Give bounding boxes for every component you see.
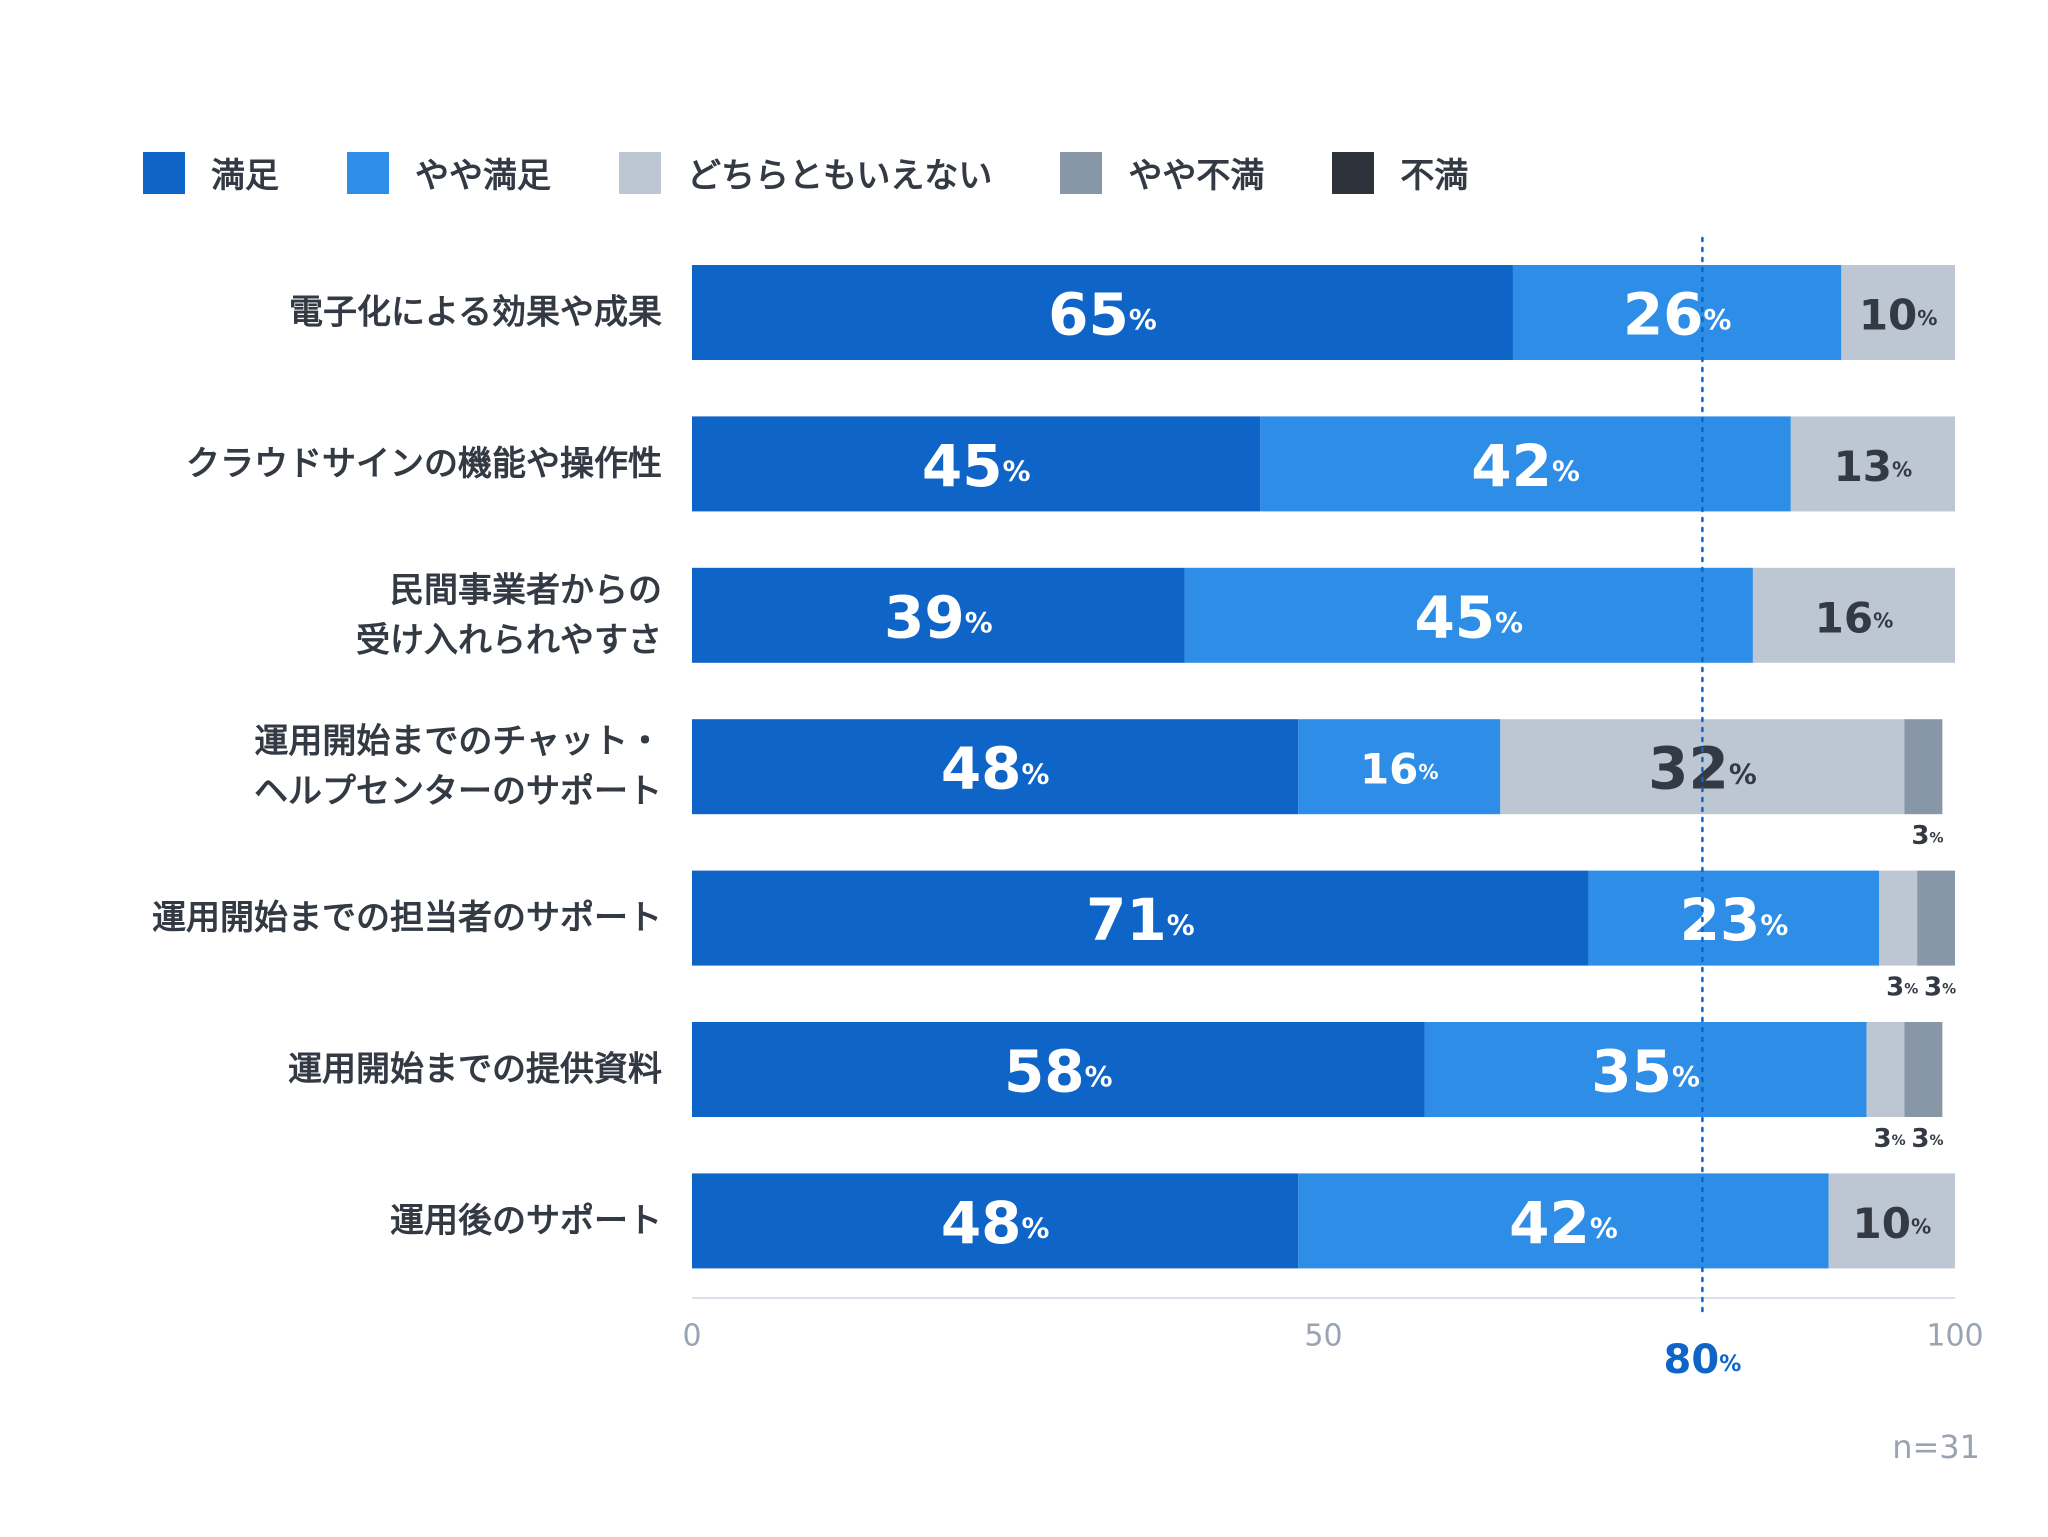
- data-label: 39%: [884, 583, 993, 651]
- data-label: 48%: [941, 1189, 1050, 1257]
- data-label: 42%: [1471, 432, 1580, 500]
- bar-segment: [1298, 719, 1501, 815]
- data-label-small: 3%: [1911, 1124, 1943, 1154]
- bar-segment: [1512, 265, 1842, 360]
- data-label-small: 3%: [1924, 973, 1956, 1003]
- legend-swatch: [1332, 151, 1375, 194]
- data-label: 16%: [1815, 593, 1894, 642]
- data-label: 26%: [1623, 281, 1732, 349]
- data-label: 45%: [1414, 583, 1523, 651]
- category-label: 運用開始までのチャット・: [254, 722, 662, 762]
- data-label: 10%: [1859, 290, 1938, 339]
- bar-segment: [1588, 870, 1880, 966]
- bar-segment: [692, 567, 1185, 663]
- data-label-small: 3%: [1873, 1124, 1905, 1154]
- data-label: 48%: [941, 735, 1050, 803]
- legend-label: どちらともいえない: [687, 156, 993, 196]
- data-label: 23%: [1680, 886, 1789, 954]
- data-label: 10%: [1853, 1198, 1932, 1247]
- data-label: 16%: [1360, 744, 1439, 793]
- data-label: 45%: [922, 432, 1031, 500]
- data-label: 32%: [1648, 735, 1757, 803]
- legend-label: やや満足: [415, 156, 551, 196]
- bar-segment: [1184, 567, 1753, 663]
- category-label: 電子化による効果や成果: [289, 293, 662, 333]
- legend-label: 満足: [211, 156, 279, 196]
- legend-item: どちらともいえない: [619, 148, 992, 197]
- bar-segment: [1904, 719, 1943, 815]
- legend: 満足 やや満足 どちらともいえない やや不満 不満: [143, 148, 1536, 197]
- bar-segment: [1879, 870, 1918, 966]
- bar-segment: [692, 1173, 1299, 1269]
- data-label: 13%: [1834, 441, 1913, 490]
- bar-segment: [1917, 870, 1955, 966]
- legend-swatch: [143, 151, 185, 194]
- data-label: 58%: [1004, 1038, 1113, 1106]
- data-label-small: 3%: [1911, 821, 1943, 851]
- legend-swatch: [619, 151, 661, 194]
- legend-item: やや不満: [1060, 148, 1264, 197]
- category-label: 運用後のサポート: [390, 1201, 662, 1241]
- data-label: 65%: [1048, 281, 1157, 349]
- bar-segment: [692, 416, 1261, 512]
- category-label: 受け入れられやすさ: [356, 620, 662, 660]
- category-label: クラウドサインの機能や操作性: [186, 444, 662, 484]
- bar-segment: [1752, 567, 1955, 663]
- legend-item: やや満足: [347, 148, 551, 197]
- data-label: 35%: [1591, 1038, 1700, 1106]
- bar-segment: [1904, 1022, 1943, 1117]
- x-tick-label: 100: [1926, 1319, 1983, 1354]
- reference-line-label: 80%: [1664, 1337, 1742, 1383]
- bar-segment: [1841, 265, 1955, 360]
- data-label-small: 3%: [1886, 973, 1918, 1003]
- category-label: ヘルプセンターのサポート: [254, 772, 662, 812]
- bar-segment: [692, 870, 1589, 966]
- bar-segment: [1866, 1022, 1905, 1117]
- bar-segment: [692, 265, 1513, 360]
- legend-item: 満足: [143, 148, 279, 197]
- legend-swatch: [347, 151, 389, 194]
- bar-segment: [1424, 1022, 1867, 1117]
- category-label: 運用開始までの担当者のサポート: [152, 898, 662, 938]
- x-tick-label: 0: [682, 1319, 701, 1354]
- bar-segment: [692, 719, 1299, 815]
- category-label: 民間事業者からの: [390, 570, 662, 610]
- bar-segment: [1828, 1173, 1955, 1269]
- bar-segment: [1790, 416, 1955, 512]
- legend-label: やや不満: [1128, 156, 1265, 196]
- category-label: 運用開始までの提供資料: [288, 1050, 662, 1090]
- x-tick-label: 50: [1304, 1319, 1342, 1354]
- sample-size-note: n=31: [1892, 1428, 1980, 1466]
- legend-item: 不満: [1332, 148, 1468, 197]
- legend-label: 不満: [1400, 156, 1469, 196]
- legend-swatch: [1060, 151, 1103, 194]
- data-label: 71%: [1086, 886, 1195, 954]
- bar-segment: [692, 1022, 1425, 1117]
- bar-segment: [1298, 1173, 1829, 1269]
- data-label: 42%: [1509, 1189, 1618, 1257]
